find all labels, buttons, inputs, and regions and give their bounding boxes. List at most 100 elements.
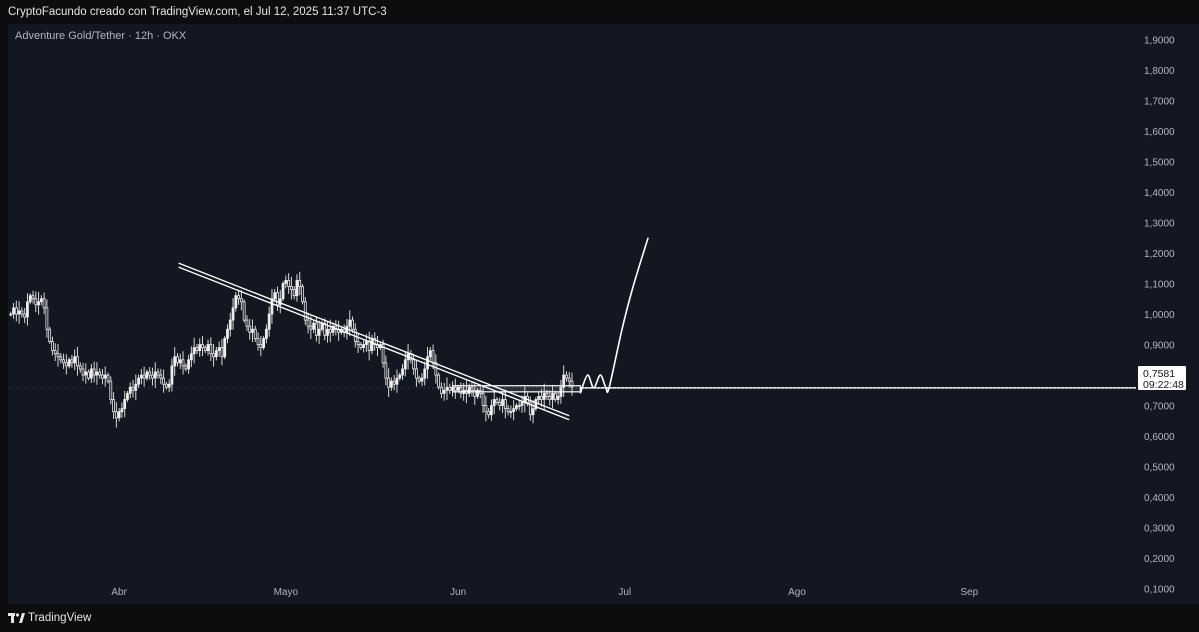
candle-body — [212, 353, 215, 358]
candle — [356, 332, 360, 354]
candle — [156, 368, 160, 379]
candle-body — [26, 301, 29, 318]
candle — [39, 295, 43, 306]
candle-body — [164, 383, 168, 388]
candle — [415, 360, 418, 387]
candle — [328, 319, 332, 343]
candle — [512, 400, 516, 421]
candle — [259, 335, 263, 357]
candle-body — [323, 322, 327, 336]
candle — [64, 354, 68, 375]
candle-body — [289, 286, 293, 290]
candle — [206, 339, 210, 356]
candle — [492, 390, 496, 415]
candle — [509, 405, 513, 418]
candle-body — [173, 356, 177, 367]
candle-body — [14, 307, 18, 315]
candle — [417, 375, 421, 384]
candle — [139, 368, 143, 385]
candle-body — [195, 347, 199, 352]
candle-body — [448, 386, 452, 391]
candle-body — [89, 368, 93, 379]
candle — [62, 353, 65, 369]
candle — [109, 376, 113, 405]
candle — [440, 382, 443, 399]
candle-body — [528, 402, 532, 416]
candle-body — [512, 408, 516, 413]
y-tick-label: 0,3000 — [1144, 524, 1175, 535]
candle-body — [242, 301, 246, 321]
candle — [298, 271, 302, 296]
candle-body — [198, 344, 202, 352]
candle — [12, 303, 15, 319]
candle-body — [365, 341, 368, 345]
candle — [220, 339, 224, 366]
candle — [145, 369, 149, 381]
candle-body — [187, 359, 190, 370]
chart-pane[interactable] — [8, 24, 1136, 604]
candle — [556, 391, 560, 405]
candle-body — [117, 411, 121, 419]
candle-body — [373, 338, 377, 345]
candle-body — [39, 298, 43, 303]
candle-body — [106, 374, 110, 382]
candle — [212, 343, 215, 367]
candle — [73, 349, 77, 371]
candle — [89, 364, 93, 383]
candle-body — [442, 389, 446, 394]
candle-body — [509, 411, 513, 414]
candle-body — [139, 374, 143, 379]
candle-body — [281, 283, 285, 300]
footer-brand: TradingView — [28, 612, 92, 624]
candle — [312, 319, 316, 333]
candle-body — [351, 319, 354, 330]
candle — [70, 354, 74, 368]
candle-body — [273, 292, 277, 300]
candle — [201, 335, 204, 357]
candle-body — [45, 307, 49, 330]
candle-body — [440, 386, 443, 394]
x-tick-label: Ago — [788, 587, 806, 598]
candle — [287, 273, 291, 294]
candle — [228, 312, 232, 337]
candle-body — [31, 295, 35, 300]
candle — [323, 318, 327, 341]
candle — [181, 351, 185, 375]
price-axis[interactable] — [1136, 24, 1199, 604]
candle — [134, 374, 138, 401]
candle-body — [70, 359, 74, 364]
candle-body — [189, 353, 193, 361]
candle — [459, 382, 463, 399]
trendline-lower — [178, 266, 570, 421]
candle — [192, 337, 196, 364]
candle-body — [517, 405, 521, 407]
candle — [348, 310, 352, 336]
candle — [381, 339, 385, 368]
candle-body — [434, 362, 438, 376]
candle-body — [548, 396, 552, 400]
candle — [31, 290, 35, 304]
candle-body — [287, 280, 291, 287]
candle-body — [570, 380, 574, 388]
candle — [203, 345, 207, 354]
candle — [87, 369, 90, 381]
candle-body — [501, 399, 504, 406]
candle — [251, 319, 254, 343]
candle — [151, 367, 154, 386]
candle — [317, 320, 321, 344]
candle — [390, 377, 393, 391]
y-tick-label: 0,1000 — [1144, 585, 1175, 596]
candle-body — [387, 377, 391, 388]
candle — [148, 367, 152, 380]
candle — [409, 350, 413, 364]
candle-body — [64, 362, 68, 367]
candle — [392, 375, 396, 391]
candle — [264, 324, 268, 344]
last-price-label: 0,7581 — [1143, 368, 1175, 380]
candle — [256, 332, 260, 351]
candle-body — [309, 325, 313, 330]
candle — [234, 292, 238, 312]
candle-body — [103, 374, 107, 379]
candle-body — [159, 374, 163, 379]
